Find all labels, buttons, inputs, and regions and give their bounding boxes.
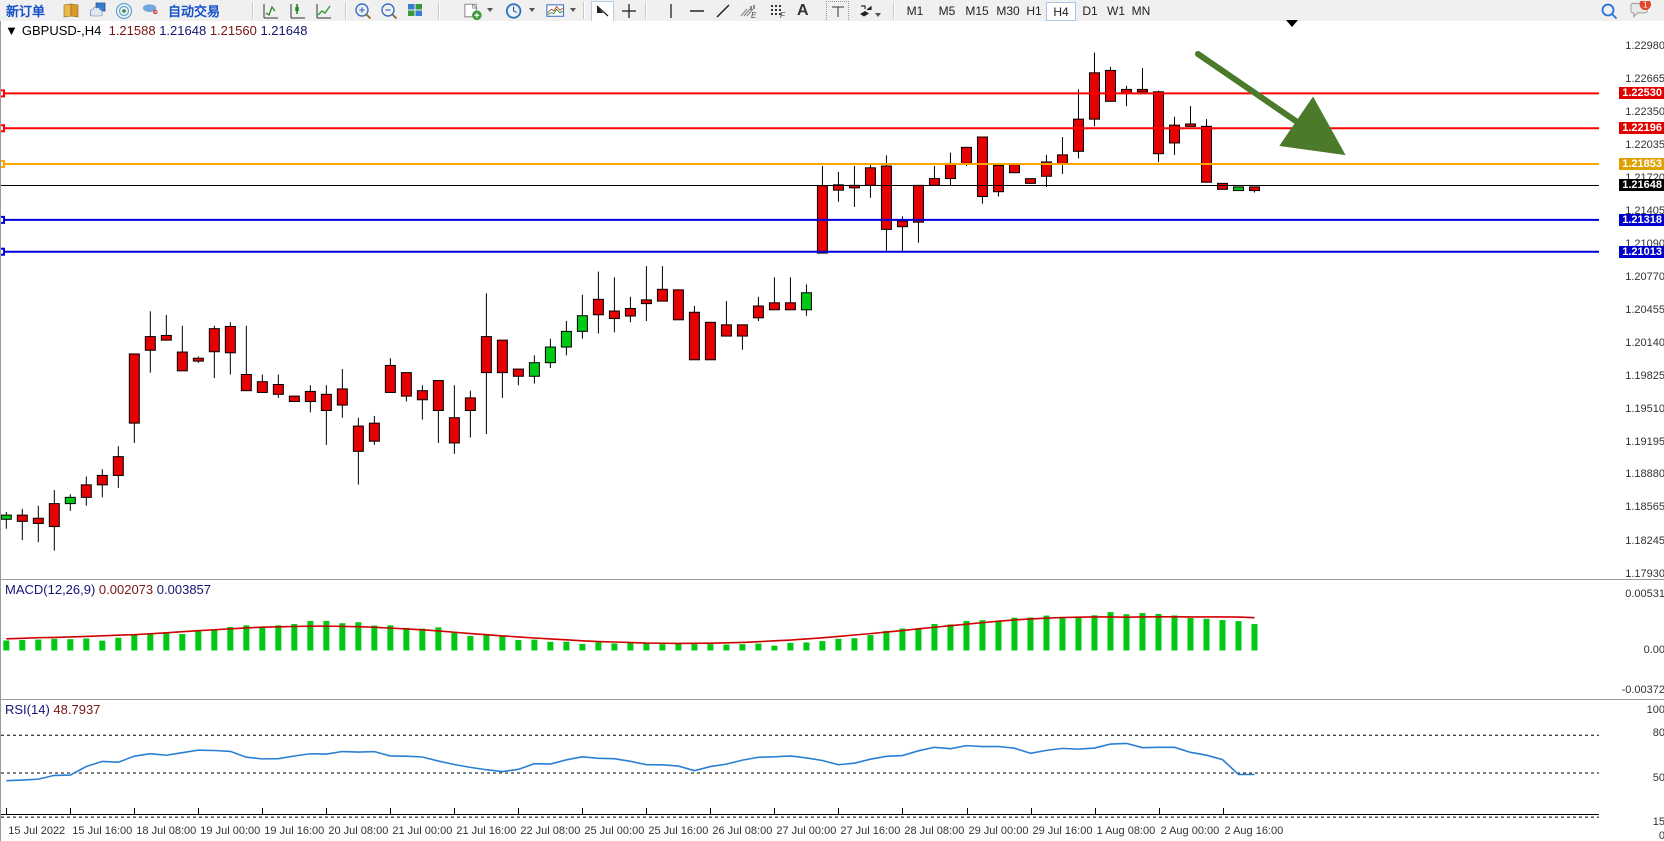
svg-text:1: 1	[1643, 1, 1648, 10]
